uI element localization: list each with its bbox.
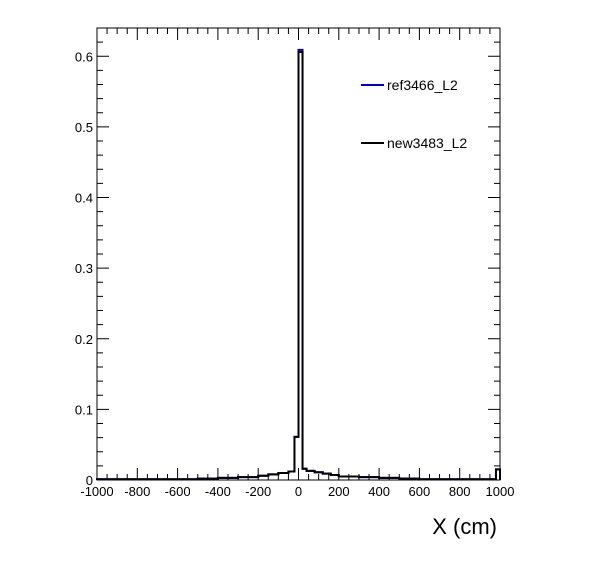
legend: ref3466_L2 new3483_L2 bbox=[361, 77, 467, 151]
x-tick-label: -800 bbox=[124, 484, 150, 499]
y-tick-label: 0.1 bbox=[75, 402, 93, 417]
series-line-new3483-l2 bbox=[96, 51, 501, 481]
y-tick-label: 0.6 bbox=[75, 49, 93, 64]
y-tick-labels: 0 0.1 0.2 0.3 0.4 0.5 0.6 bbox=[75, 49, 93, 488]
x-tick-label: 800 bbox=[449, 484, 471, 499]
y-tick-label: 0.2 bbox=[75, 332, 93, 347]
legend-entry-label: ref3466_L2 bbox=[387, 77, 458, 93]
x-tick-label: -400 bbox=[205, 484, 231, 499]
x-tick-labels: -1000 -800 -600 -400 -200 0 200 400 600 800 1000 bbox=[80, 484, 514, 499]
x-tick-label: 200 bbox=[328, 484, 350, 499]
y-tick-label: 0.3 bbox=[75, 261, 93, 276]
series-lines bbox=[96, 48, 501, 481]
legend-entry-label: new3483_L2 bbox=[387, 135, 467, 151]
x-axis-title: X (cm) bbox=[432, 514, 497, 539]
x-tick-label: 1000 bbox=[486, 484, 515, 499]
x-tick-label: -1000 bbox=[80, 484, 113, 499]
y-tick-label: 0.5 bbox=[75, 120, 93, 135]
x-tick-label: 600 bbox=[409, 484, 431, 499]
x-tick-label: 0 bbox=[295, 484, 302, 499]
x-tick-label: -200 bbox=[245, 484, 271, 499]
x-tick-label: 400 bbox=[368, 484, 390, 499]
y-tick-label: 0.4 bbox=[75, 191, 93, 206]
y-tick-label: 0 bbox=[86, 473, 93, 488]
x-tick-label: -600 bbox=[165, 484, 191, 499]
